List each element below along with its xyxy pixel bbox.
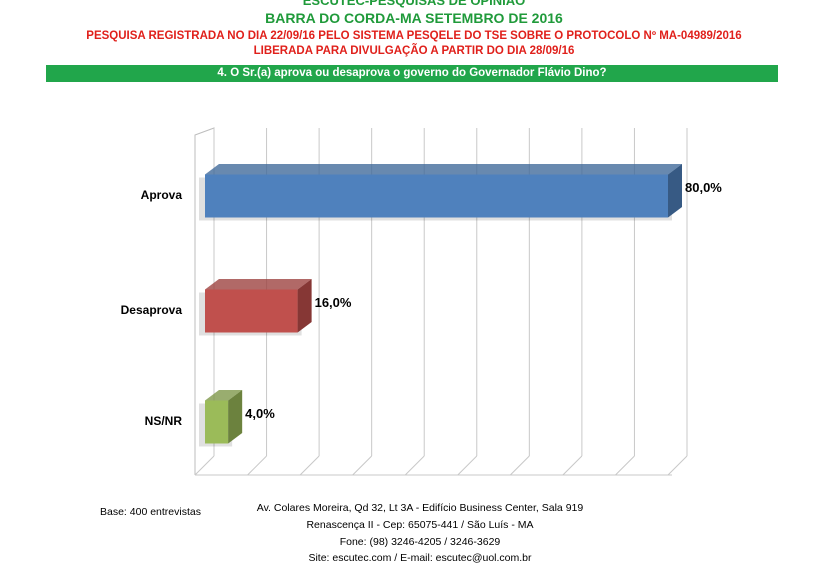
- data-label: 16,0%: [314, 295, 352, 310]
- grid-floor-line: [615, 455, 635, 476]
- pollster-title: ESCUTEC-PESQUISAS DE OPINIÃO: [302, 0, 526, 8]
- bar-chart: [194, 127, 688, 476]
- release-notice: LIBERADA PARA DIVULGAÇÃO A PARTIR DO DIA…: [253, 45, 575, 57]
- grid-floor-line: [509, 455, 530, 476]
- grid-floor-line: [352, 455, 373, 476]
- grid-floor-line: [194, 455, 215, 476]
- footer-address-line1: Av. Colares Moreira, Qd 32, Lt 3A - Edif…: [256, 502, 584, 514]
- footer-phone: Fone: (98) 3246-4205 / 3246-3629: [339, 536, 501, 548]
- grid-floor-line: [404, 455, 425, 476]
- grid-floor-line: [667, 455, 688, 476]
- bar-nsnr: [199, 390, 243, 447]
- bar-aprova: [199, 164, 682, 221]
- footer-address-line2: Renascença II - Cep: 65075-441 / São Luí…: [306, 519, 534, 531]
- category-label: Desaprova: [120, 303, 182, 317]
- sample-base: Base: 400 entrevistas: [100, 506, 201, 518]
- survey-location-date: BARRA DO CORDA-MA SETEMBRO DE 2016: [265, 10, 563, 26]
- registration-notice: PESQUISA REGISTRADA NO DIA 22/09/16 PELO…: [86, 30, 742, 42]
- bar-desaprova: [199, 279, 312, 336]
- grid-floor-line: [299, 455, 320, 476]
- data-label: 80,0%: [685, 180, 722, 195]
- footer-site-email: Site: escutec.com / E-mail: escutec@uol.…: [308, 552, 532, 564]
- grid-floor-line: [247, 455, 267, 476]
- question-banner: 4. O Sr.(a) aprova ou desaprova o govern…: [46, 65, 778, 82]
- category-label: NS/NR: [144, 414, 182, 428]
- grid-floor-line: [562, 455, 583, 476]
- data-label: 4,0%: [245, 406, 275, 421]
- grid-floor-line: [457, 455, 478, 476]
- category-label: Aprova: [140, 188, 182, 202]
